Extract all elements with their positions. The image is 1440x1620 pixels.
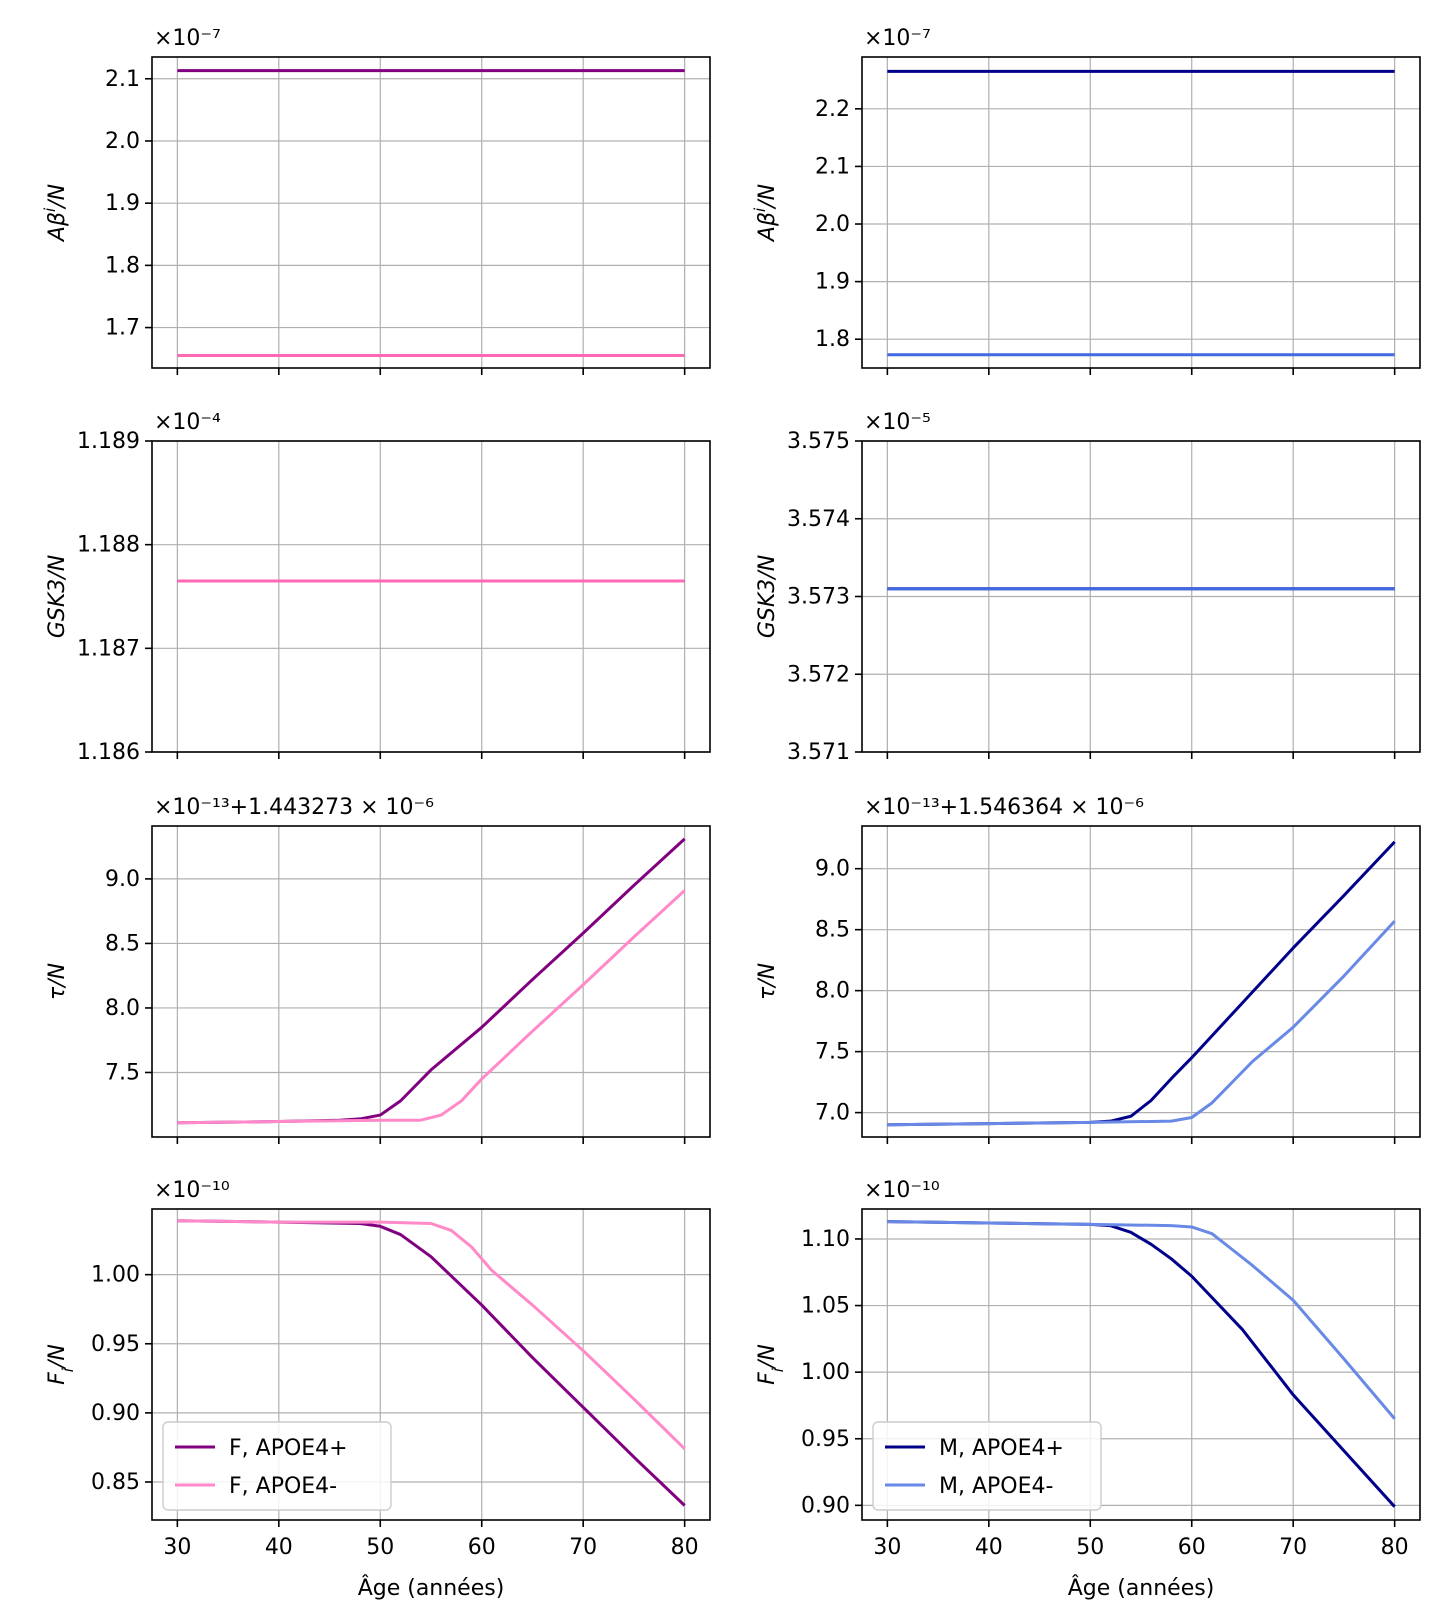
ytick-label-2: 8.0 [815,979,850,1004]
ytick-label-3: 8.5 [815,918,850,943]
legend: F, APOE4+ F, APOE4- [162,1421,392,1511]
series-line-1 [177,1219,686,1450]
xtick-label-0: 30 [873,1535,901,1560]
ytick-label-3: 9.0 [105,867,140,892]
ytick-label-1: 0.95 [801,1427,850,1452]
ytick-label-1: 8.0 [105,996,140,1021]
ytick-label-2: 1.00 [801,1360,850,1385]
legend-label-0: F, APOE4+ [229,1436,348,1461]
legend-label-1: M, APOE4- [939,1474,1053,1499]
axes-frame [151,1208,711,1521]
ylabel-2: GSK3/N [45,555,70,638]
offset-text: ×10⁻⁵ [864,410,931,435]
ytick-label-0: 1.7 [105,316,140,341]
subplot-row1-right: 1.8 1.9 2.0 2.1 2.2 ×10⁻⁷ Aβi/N [751,26,1421,375]
ytick-label-2: 8.5 [105,931,140,956]
offset-text: ×10⁻¹⁰ [154,1178,230,1203]
ytick-label-4: 3.575 [787,429,850,454]
axes-frame [861,1208,1421,1521]
ytick-label-2: 0.95 [91,1332,140,1357]
ylabel-1: Aβi/N [751,184,780,243]
ytick-label-1: 7.5 [815,1040,850,1065]
ytick-label-0: 1.8 [815,327,850,352]
ytick-label-0: 0.85 [91,1470,140,1495]
ytick-label-4: 9.0 [815,857,850,882]
ytick-label-1: 0.90 [91,1401,140,1426]
subplot-row2-right: 3.571 3.572 3.573 3.574 3.575 ×10⁻⁵ GSK3/N [755,410,1421,765]
series-line-0 [887,840,1396,1127]
ytick-label-0: 3.571 [787,740,850,765]
ytick-label-3: 2.0 [105,129,140,154]
offset-text: ×10⁻⁷ [864,26,931,51]
xtick-label-5: 80 [1381,1535,1409,1560]
ytick-label-1: 3.572 [787,662,850,687]
subplot-row2-left: 1.186 1.187 1.188 1.189 ×10⁻⁴ GSK3/N [45,410,711,765]
xtick-label-2: 50 [366,1535,394,1560]
legend-label-1: F, APOE4- [229,1474,337,1499]
offset-text: ×10⁻¹³+1.443273 × 10⁻⁶ [154,795,434,820]
ylabel-6: Fi/N [45,1344,77,1385]
xtick-label-3: 60 [1178,1535,1206,1560]
axes-frame [151,56,711,369]
legend-label-0: M, APOE4+ [939,1436,1064,1461]
ytick-label-4: 1.10 [801,1227,850,1252]
ylabel-3: GSK3/N [755,555,780,638]
ylabel-5: τ/N [755,963,780,1000]
axes-frame [861,56,1421,369]
ytick-label-0: 1.186 [77,740,140,765]
ytick-label-1: 1.187 [77,636,140,661]
ytick-label-1: 1.8 [105,253,140,278]
axes-frame [151,440,711,753]
legend-box [872,1421,1102,1511]
subplot-row3-left: 7.5 8.0 8.5 9.0 ×10⁻¹³+1.443273 × 10⁻⁶ τ/N [45,795,711,1144]
legend: M, APOE4+ M, APOE4- [872,1421,1102,1511]
ytick-label-3: 3.574 [787,507,850,532]
series-line-1 [887,1220,1396,1420]
xtick-label-4: 70 [569,1535,597,1560]
xtick-label-3: 60 [468,1535,496,1560]
ylabel-0: Aβi/N [41,184,70,243]
offset-text: ×10⁻⁷ [154,26,221,51]
xlabel: Âge (années) [1068,1575,1215,1601]
xtick-label-0: 30 [163,1535,191,1560]
axes-frame [861,825,1421,1138]
ytick-label-2: 3.573 [787,585,850,610]
subplot-row4-left: 0.85 0.90 0.95 1.00 30 40 50 60 70 80 ×10⁻¹⁰ Fi/N Âg… [45,1178,711,1601]
xtick-label-1: 40 [975,1535,1003,1560]
ytick-label-0: 0.90 [801,1493,850,1518]
ylabel-7: Fi/N [755,1344,787,1385]
subplot-row4-right: 0.90 0.95 1.00 1.05 1.10 30 40 50 60 70 80 ×10⁻¹⁰ Fi… [755,1178,1421,1601]
xtick-label-1: 40 [265,1535,293,1560]
offset-text: ×10⁻¹³+1.546364 × 10⁻⁶ [864,795,1144,820]
series-line-1 [887,920,1396,1127]
ytick-label-1: 1.9 [815,270,850,295]
ytick-label-2: 1.188 [77,533,140,558]
ytick-label-0: 7.5 [105,1060,140,1085]
xtick-label-2: 50 [1076,1535,1104,1560]
ytick-label-3: 1.00 [91,1263,140,1288]
ylabel-4: τ/N [45,963,70,1000]
ytick-label-0: 7.0 [815,1101,850,1126]
xlabel: Âge (années) [358,1575,505,1601]
offset-text: ×10⁻¹⁰ [864,1178,940,1203]
offset-text: ×10⁻⁴ [154,410,221,435]
ytick-label-2: 1.9 [105,191,140,216]
ytick-label-3: 1.189 [77,429,140,454]
xtick-label-5: 80 [671,1535,699,1560]
legend-box [162,1421,392,1511]
ytick-label-3: 1.05 [801,1294,850,1319]
subplot-row3-right: 7.0 7.5 8.0 8.5 9.0 ×10⁻¹³+1.546364 × 10⁻⁶ τ/N [755,795,1421,1144]
ytick-label-4: 2.1 [105,67,140,92]
subplot-row1-left: 1.7 1.8 1.9 2.0 2.1 ×10⁻⁷ Aβi/N [41,26,711,375]
axes-frame [151,825,711,1138]
series-line-1 [177,889,686,1125]
ytick-label-2: 2.0 [815,212,850,237]
ytick-label-4: 2.2 [815,97,850,122]
ytick-label-3: 2.1 [815,154,850,179]
xtick-label-4: 70 [1279,1535,1307,1560]
series-line-0 [177,837,686,1125]
